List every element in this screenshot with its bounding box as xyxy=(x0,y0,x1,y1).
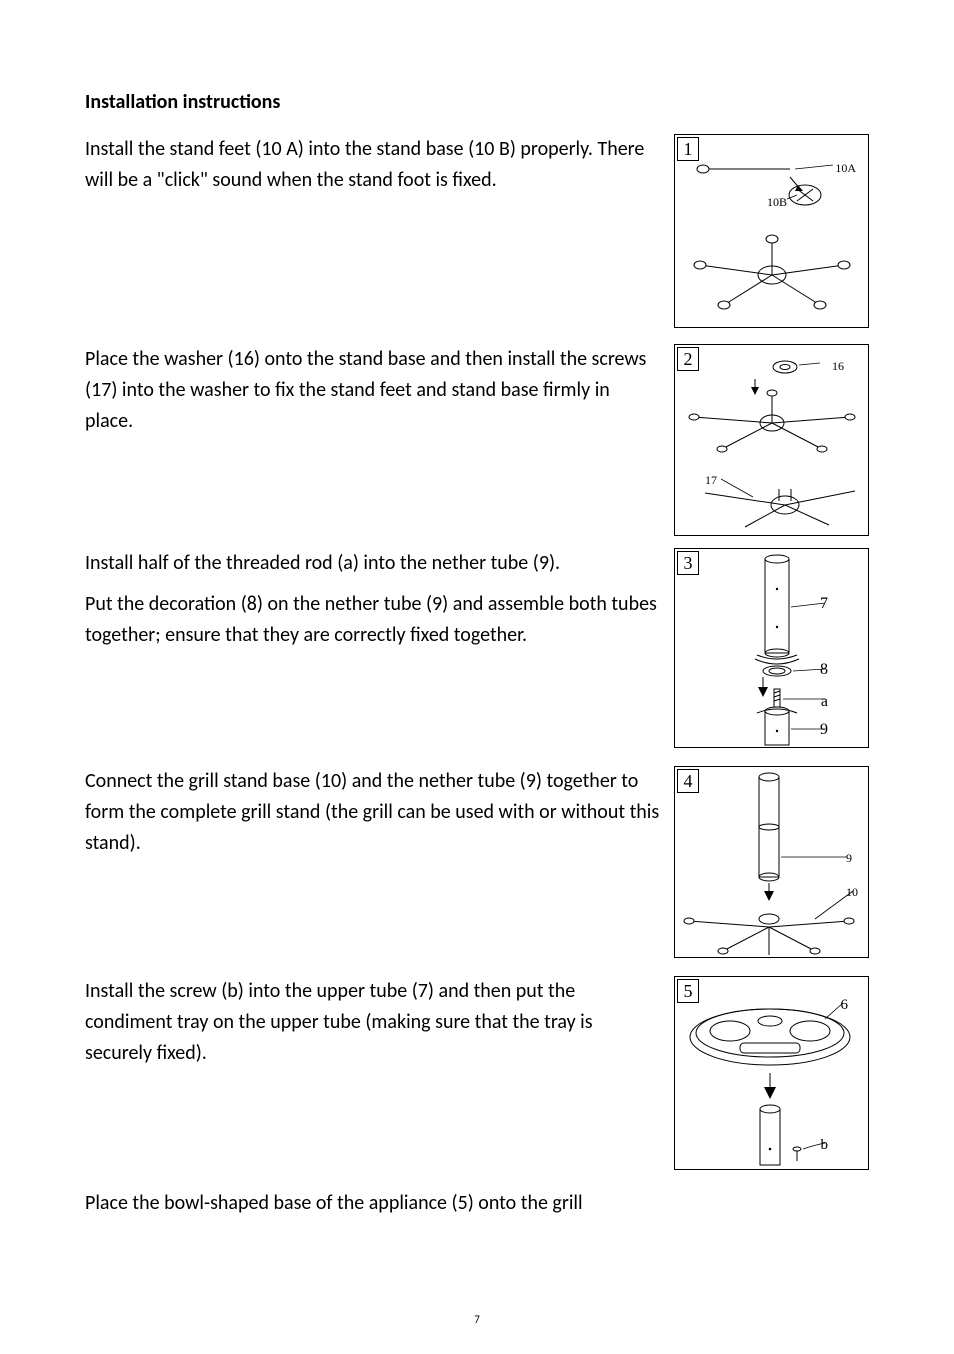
section-heading: Installation instructions xyxy=(85,90,869,114)
figure-5: 5 6 b xyxy=(674,976,869,1170)
figure-3: 3 7 8 a 9 xyxy=(674,548,869,748)
figure-4-label-10: 10 xyxy=(846,885,858,900)
step-2-para-1: Place the washer (16) onto the stand bas… xyxy=(85,344,662,437)
step-5-text: Install the screw (b) into the upper tub… xyxy=(85,976,662,1079)
figure-1-number: 1 xyxy=(677,137,699,161)
step-5-figure-col: 5 6 b xyxy=(674,976,869,1170)
figure-2: 2 16 17 xyxy=(674,344,869,536)
step-2: Place the washer (16) onto the stand bas… xyxy=(85,344,869,542)
figure-1-label-10a: 10A xyxy=(835,161,856,176)
step-2-figure-col: 2 16 17 xyxy=(674,344,869,536)
step-4-figure-col: 4 9 10 xyxy=(674,766,869,958)
step-2-text: Place the washer (16) onto the stand bas… xyxy=(85,344,662,447)
step-3-para-2: Put the decoration (8) on the nether tub… xyxy=(85,589,662,651)
step-4-para-1: Connect the grill stand base (10) and th… xyxy=(85,766,662,859)
figure-5-number: 5 xyxy=(677,979,699,1003)
step-5-para-1: Install the screw (b) into the upper tub… xyxy=(85,976,662,1069)
figure-2-label-17: 17 xyxy=(705,473,717,488)
page-number: 7 xyxy=(0,1313,954,1326)
step-4: Connect the grill stand base (10) and th… xyxy=(85,766,869,966)
step-3: Install half of the threaded rod (a) int… xyxy=(85,548,869,758)
step-1-figure-col: 1 10A 10B xyxy=(674,134,869,328)
figure-4: 4 9 10 xyxy=(674,766,869,958)
figure-3-label-7: 7 xyxy=(820,595,828,613)
step-3-figure-col: 3 7 8 a 9 xyxy=(674,548,869,748)
figure-3-label-a: a xyxy=(821,693,828,711)
step-1-para-1: Install the stand feet (10 A) into the s… xyxy=(85,134,662,196)
step-3-para-1: Install half of the threaded rod (a) int… xyxy=(85,548,662,579)
step-4-text: Connect the grill stand base (10) and th… xyxy=(85,766,662,869)
step-5: Install the screw (b) into the upper tub… xyxy=(85,976,869,1176)
figure-5-label-b: b xyxy=(821,1137,829,1154)
figure-5-label-6: 6 xyxy=(841,997,849,1014)
trailing-paragraph: Place the bowl-shaped base of the applia… xyxy=(85,1188,869,1219)
figure-2-number: 2 xyxy=(677,347,699,371)
figure-3-drawing xyxy=(675,549,870,749)
step-1: Install the stand feet (10 A) into the s… xyxy=(85,134,869,334)
step-3-text: Install half of the threaded rod (a) int… xyxy=(85,548,662,661)
figure-3-number: 3 xyxy=(677,551,699,575)
figure-4-label-9: 9 xyxy=(846,851,852,866)
figure-3-label-8: 8 xyxy=(820,661,828,679)
step-1-text: Install the stand feet (10 A) into the s… xyxy=(85,134,662,206)
figure-4-number: 4 xyxy=(677,769,699,793)
figure-2-label-16: 16 xyxy=(832,359,844,374)
figure-4-drawing xyxy=(675,767,870,959)
figure-1: 1 10A 10B xyxy=(674,134,869,328)
figure-3-label-9: 9 xyxy=(820,721,828,739)
figure-1-label-10b: 10B xyxy=(767,195,787,210)
